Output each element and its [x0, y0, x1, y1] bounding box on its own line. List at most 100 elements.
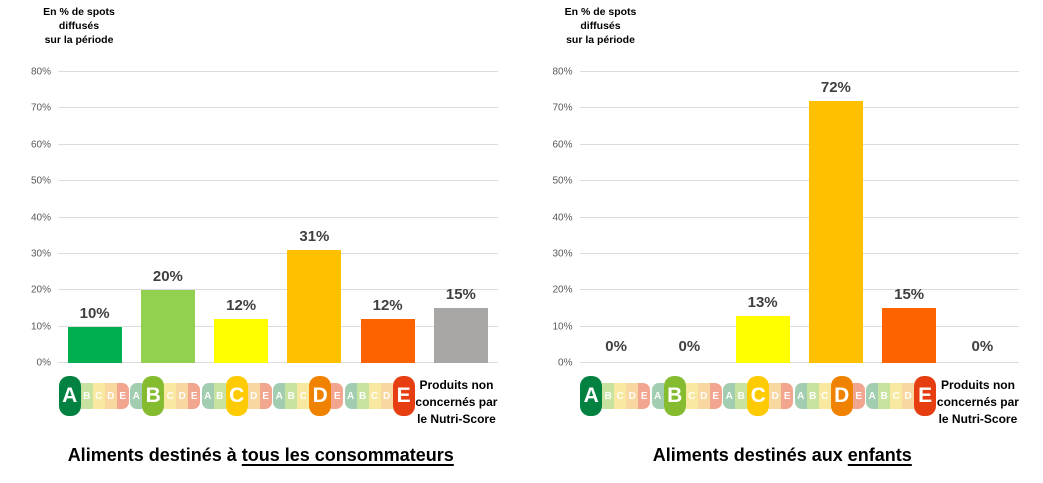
gridline — [579, 180, 1019, 182]
na-category-label-line: le Nutri-Score — [938, 412, 1018, 427]
chart-title: Aliments destinés à tous les consommateu… — [0, 445, 522, 466]
y-tick-label: 20% — [30, 284, 51, 296]
bar-value-label: 13% — [747, 293, 778, 311]
bar-nutri-score-c — [735, 315, 790, 363]
nutriscore-letter-d: D — [380, 383, 393, 409]
bar-nutri-score-e — [360, 319, 415, 363]
y-tick-label: 10% — [552, 321, 573, 333]
gridline — [579, 143, 1019, 145]
y-axis-title: En % de spots diffusés sur la période — [24, 5, 134, 48]
y-tick-label: 60% — [30, 139, 51, 151]
y-axis-title-line: sur la période — [566, 34, 635, 47]
na-category-label: Produits non concernés par le Nutri-Score — [415, 377, 497, 428]
nutriscore-letter-c: C — [368, 383, 381, 409]
y-axis-title-line: En % de spots — [43, 6, 115, 18]
bar-row: 10% 20% 12% 31% 12% 15% — [58, 72, 498, 363]
bar-value-label: 0% — [971, 338, 994, 355]
nutriscore-letter-c: C — [92, 383, 105, 409]
bar-value-label: 31% — [299, 228, 330, 246]
y-tick-label: 0% — [558, 357, 573, 369]
nutriscore-letter-d: D — [769, 383, 782, 409]
plot-area: 0% 10% 20% 30% 40% 50% 60% 70% 80% 10% 20% 12% 31% 12… — [31, 67, 498, 369]
nutriscore-letter-a: A — [58, 376, 81, 416]
na-category-label-line: Produits non — [419, 378, 494, 392]
bar-slot: 72% — [799, 72, 872, 363]
bar-nutri-score-c — [214, 319, 269, 363]
nutriscore-letter-a: A — [651, 383, 664, 409]
bar-slot: 10% — [58, 72, 131, 363]
y-axis-title: En % de spots diffusés sur la période — [546, 5, 656, 48]
bar-value-label: 0% — [605, 338, 627, 355]
bar-nutri-score-e — [882, 308, 937, 363]
nutriscore-letter-b: B — [213, 383, 226, 409]
y-tick-label: 20% — [552, 284, 573, 296]
bar-slot: 12% — [351, 72, 424, 363]
nutriscore-letter-d: D — [176, 383, 189, 409]
nutriscore-letter-d: D — [697, 383, 710, 409]
gridline — [58, 71, 498, 72]
na-category-label-line: Produits non — [940, 378, 1015, 392]
gridline — [579, 289, 1019, 291]
bar-value-label: 15% — [445, 286, 476, 304]
bar-nutri-score-d — [287, 250, 342, 363]
nutriscore-letter-e: E — [188, 383, 201, 409]
gridline — [579, 325, 1019, 327]
chart-title-underlined: tous les consommateurs — [241, 445, 454, 465]
nutriscore-letter-d: D — [104, 383, 117, 409]
bar-value-label: 20% — [152, 268, 183, 286]
nutriscore-letter-e: E — [259, 383, 272, 409]
nutriscore-letter-a: A — [130, 383, 143, 409]
nutriscore-letter-e: E — [914, 376, 937, 416]
x-label-slot-na: Produits non concernés par le Nutri-Score — [937, 374, 1019, 428]
bar-produits-non-concern-s-par-le-nutri-score — [433, 308, 488, 363]
nutriscore-letter-e: E — [709, 383, 722, 409]
y-axis-title-line: diffusés — [580, 20, 621, 33]
chart-title-prefix: Aliments destinés aux — [652, 445, 848, 465]
chart-all-consumers: En % de spots diffusés sur la période 0%… — [0, 5, 522, 466]
nutriscore-letter-d: D — [309, 376, 332, 416]
na-category-label-line: concernés par — [936, 395, 1019, 410]
y-tick-label: 50% — [30, 175, 51, 187]
nutriscore-letter-b: B — [878, 383, 891, 409]
gridline — [58, 143, 498, 145]
nutriscore-letter-e: E — [852, 383, 865, 409]
nutriscore-letter-a: A — [344, 383, 357, 409]
bar-nutri-score-a — [67, 326, 122, 363]
gridline — [58, 252, 498, 254]
bar-row: 0% 0% 13% 72% 15% 0% — [580, 72, 1020, 363]
gridline — [58, 180, 498, 182]
chart-title: Aliments destinés aux enfants — [522, 445, 1043, 466]
y-tick-label: 70% — [552, 102, 573, 114]
gridline — [579, 107, 1019, 109]
na-category-label-line: concernés par — [415, 395, 498, 410]
nutriscore-letter-e: E — [781, 383, 794, 409]
bar-slot: 15% — [873, 72, 946, 363]
na-category-label-line: le Nutri-Score — [417, 412, 496, 427]
bar-slot: 31% — [278, 72, 351, 363]
nutriscore-letter-e: E — [331, 383, 344, 409]
gridline — [579, 216, 1019, 218]
nutriscore-letter-a: A — [580, 376, 603, 416]
nutriscore-letter-b: B — [142, 376, 165, 416]
y-tick-label: 50% — [552, 175, 573, 187]
chart-children: En % de spots diffusés sur la période 0%… — [522, 0, 1043, 483]
x-label-slot-na: Produits non concernés par le Nutri-Score — [415, 374, 497, 428]
gridline — [58, 325, 498, 327]
gridline — [579, 71, 1019, 72]
y-tick-label: 80% — [30, 66, 51, 78]
nutriscore-letter-c: C — [297, 383, 310, 409]
bar-slot: 15% — [424, 72, 497, 363]
bar-value-label: 0% — [678, 338, 701, 355]
nutriscore-letter-d: D — [626, 383, 639, 409]
